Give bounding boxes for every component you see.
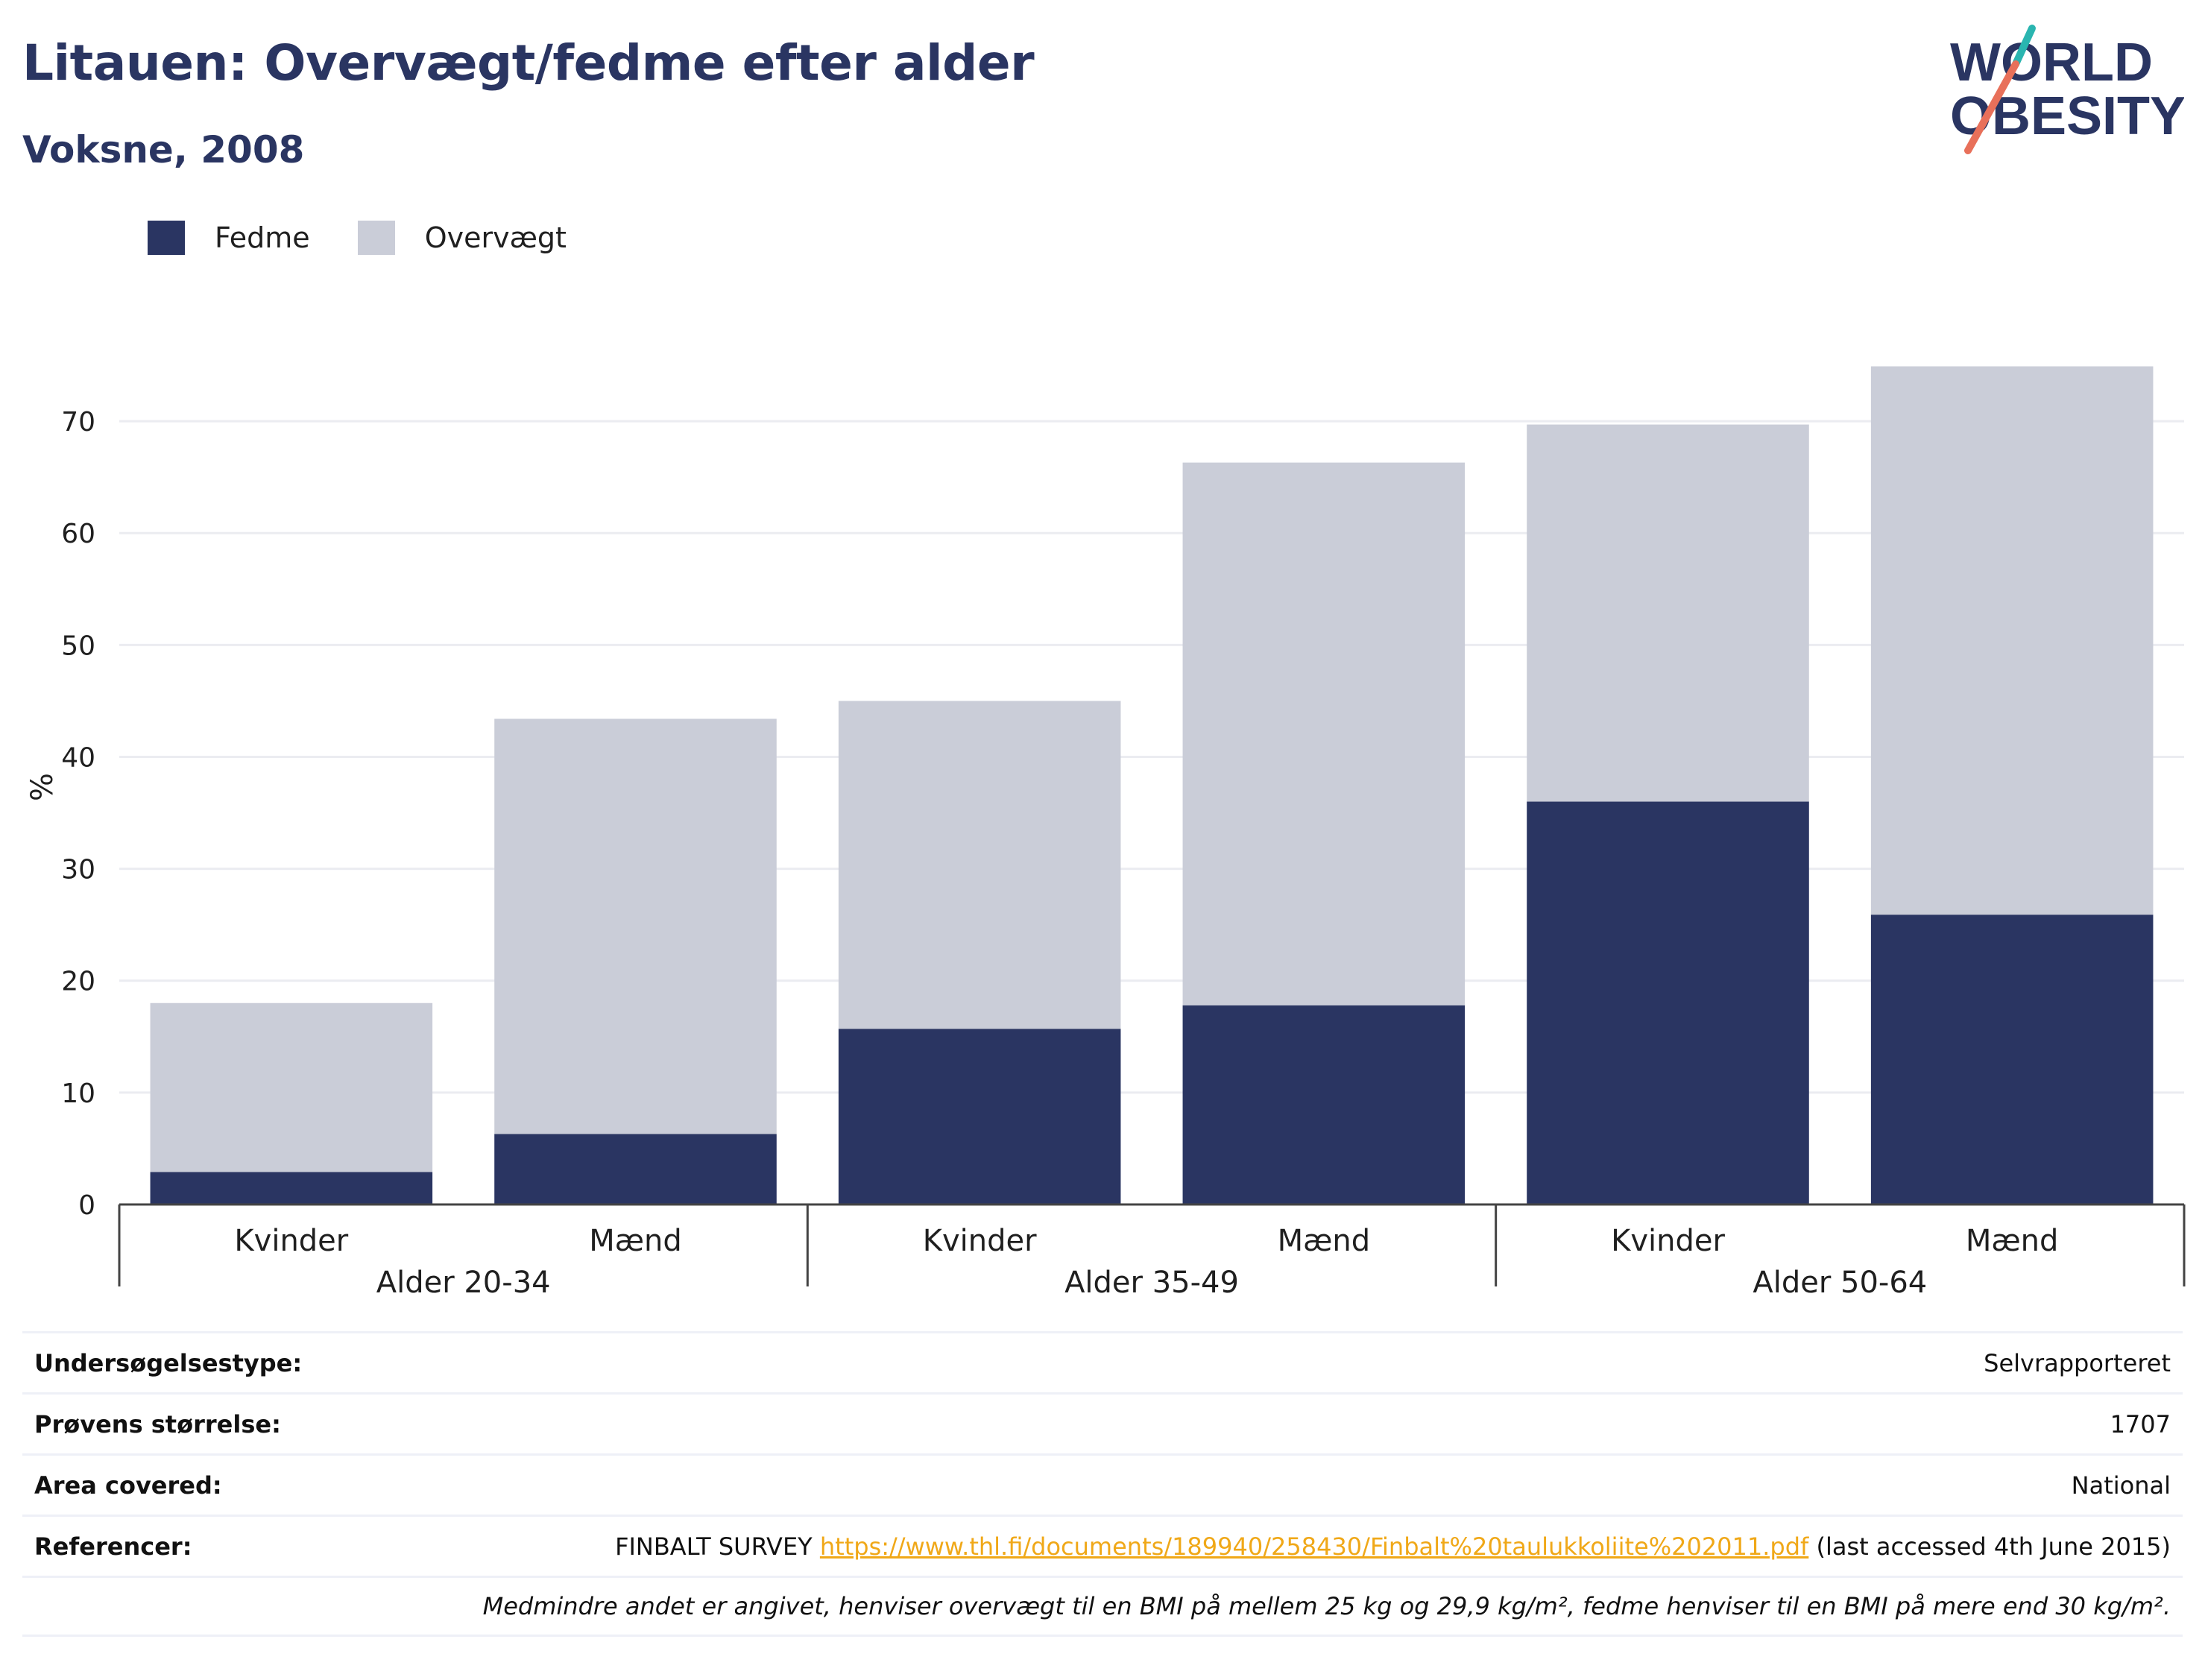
y-tick-label: 0	[78, 1190, 95, 1221]
meta-key-sample-size: Prøvens størrelse:	[34, 1409, 281, 1439]
y-tick-label: 20	[61, 967, 95, 997]
x-group-label: Alder 20-34	[376, 1266, 551, 1300]
x-tick-label: Kvinder	[1611, 1224, 1725, 1258]
x-tick-label: Mænd	[1966, 1224, 2059, 1258]
chart-legend: Fedme Overvægt	[148, 221, 614, 255]
reference-prefix: FINBALT SURVEY	[615, 1532, 820, 1561]
bar-overvgt-5	[1870, 366, 2154, 915]
meta-row-area: Area covered: National	[22, 1453, 2183, 1515]
bar-fedme-5	[1870, 915, 2154, 1204]
reference-link[interactable]: https://www.thl.fi/documents/189940/2584…	[819, 1532, 1809, 1561]
meta-row-sample-size: Prøvens størrelse: 1707	[22, 1392, 2183, 1453]
meta-key-references: Referencer:	[34, 1532, 192, 1561]
y-axis-label: %	[25, 773, 60, 801]
x-tick-label: Kvinder	[923, 1224, 1037, 1258]
bar-overvgt-0	[150, 1002, 433, 1172]
bar-overvgt-4	[1527, 424, 1809, 802]
legend-item-overvaegt[interactable]: Overvægt	[357, 221, 567, 255]
logo-slash-coral	[1964, 60, 2019, 154]
legend-swatch-fedme	[148, 221, 185, 255]
x-tick-label: Mænd	[1278, 1224, 1371, 1258]
meta-val-references: FINBALT SURVEY https://www.thl.fi/docume…	[615, 1532, 2171, 1561]
bar-fedme-0	[150, 1172, 433, 1204]
bar-fedme-2	[838, 1029, 1121, 1204]
y-tick-label: 60	[61, 519, 95, 549]
legend-item-fedme[interactable]: Fedme	[148, 221, 310, 255]
meta-key-area: Area covered:	[34, 1471, 222, 1500]
reference-suffix: (last accessed 4th June 2015)	[1808, 1532, 2171, 1561]
meta-row-survey-type: Undersøgelsestype: Selvrapporteret	[22, 1331, 2183, 1392]
y-tick-label: 10	[61, 1079, 95, 1109]
bar-overvgt-1	[494, 719, 777, 1134]
stacked-bar-chart: 0 10 20 30 40 50 60 70% Kvinder Mænd Kvinder Mænd Kv…	[25, 366, 2186, 1300]
bar-fedme-3	[1182, 1005, 1466, 1204]
world-obesity-logo: WORLD OBESITY	[1950, 25, 2184, 154]
logo-slash-teal	[2012, 25, 2036, 68]
definition-note: Medmindre andet er angivet, henviser ove…	[482, 1592, 2171, 1620]
y-tick-label: 40	[61, 742, 95, 773]
bar-overvgt-2	[838, 701, 1121, 1029]
y-tick-label: 30	[61, 855, 95, 885]
survey-metadata-table: Undersøgelsestype: Selvrapporteret Prøve…	[22, 1331, 2183, 1637]
y-tick-label: 70	[61, 407, 95, 438]
x-group-label: Alder 50-64	[1753, 1266, 1927, 1300]
meta-key-survey-type: Undersøgelsestype:	[34, 1348, 303, 1377]
chart-title: Litauen: Overvægt/fedme efter alder	[22, 34, 1035, 92]
meta-row-note: Medmindre andet er angivet, henviser ove…	[22, 1576, 2183, 1637]
meta-val-sample-size: 1707	[2110, 1409, 2171, 1439]
meta-row-references: Referencer: FINBALT SURVEY https://www.t…	[22, 1515, 2183, 1576]
logo-line1: WORLD	[1950, 33, 2153, 92]
bar-fedme-4	[1527, 801, 1809, 1204]
chart-subtitle: Voksne, 2008	[22, 128, 305, 171]
legend-label-fedme: Fedme	[215, 221, 310, 254]
x-group-label: Alder 35-49	[1064, 1266, 1239, 1300]
x-tick-label: Mænd	[589, 1224, 682, 1258]
meta-val-survey-type: Selvrapporteret	[1984, 1348, 2171, 1377]
meta-val-area: National	[2071, 1471, 2171, 1500]
x-tick-label: Kvinder	[234, 1224, 348, 1258]
bar-fedme-1	[494, 1134, 777, 1204]
bar-overvgt-3	[1182, 462, 1466, 1005]
y-tick-label: 50	[61, 631, 95, 661]
legend-swatch-overvaegt	[357, 221, 395, 255]
legend-label-overvaegt: Overvægt	[424, 221, 567, 254]
